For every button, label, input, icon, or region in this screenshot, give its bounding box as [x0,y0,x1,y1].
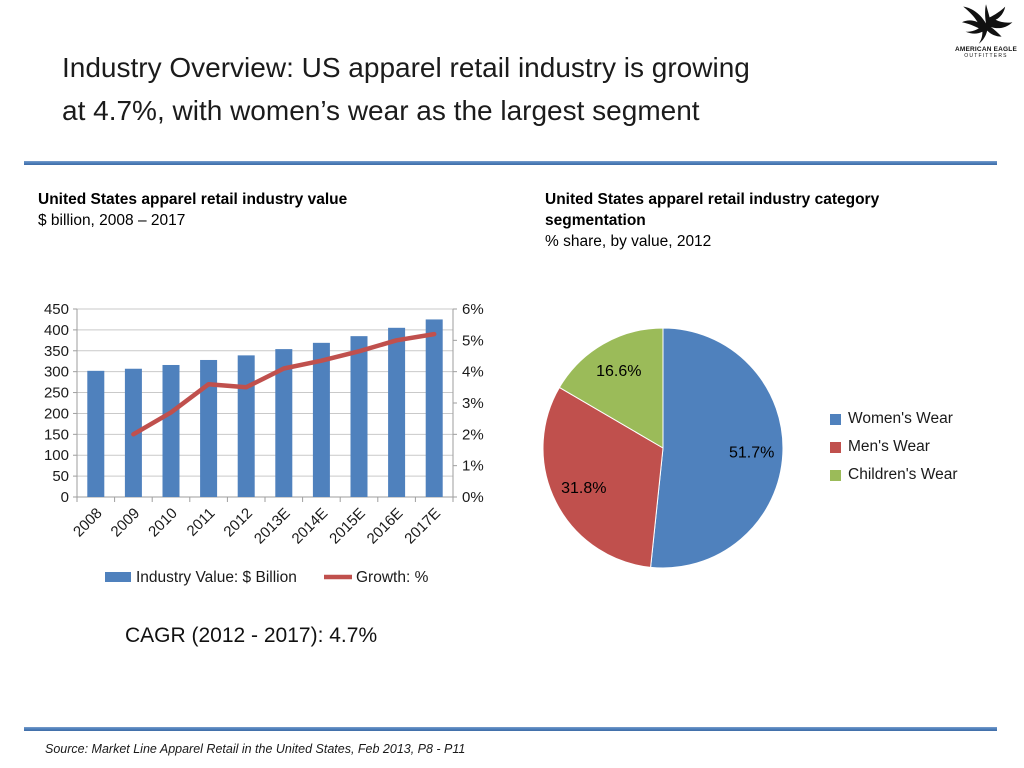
bar-2016e [388,327,406,497]
cagr-note: CAGR (2012 - 2017): 4.7% [125,624,378,647]
legend-label-men-s-wear: Men's Wear [848,438,930,455]
page-title-line-1: Industry Overview: US apparel retail ind… [62,52,750,83]
category-segmentation-pie-chart: 51.7% 31.8% 16.6% [542,327,784,569]
left-axis-label: 400 [44,322,69,339]
legend-bar-swatch [105,572,131,582]
segmentation-chart-title: United States apparel retail industry ca… [545,191,880,229]
legend-item-children-s-wear: Children's Wear [830,466,958,484]
right-axis-label: 3% [462,395,484,412]
source-note: Source: Market Line Apparel Retail in th… [45,742,466,756]
segmentation-chart-header: United States apparel retail industry ca… [545,189,945,252]
title-divider [24,161,997,165]
pie-slice-men-s-wear [542,386,664,568]
legend-swatch-men-s-wear [830,441,841,453]
left-axis-label: 300 [44,364,69,381]
legend-bar-label: Industry Value: $ Billion [136,569,297,586]
value-chart-header: United States apparel retail industry va… [38,189,508,231]
right-axis-label: 0% [462,489,484,506]
x-axis-category-label: 2014E [289,505,332,548]
legend-line-label: Growth: % [356,569,429,586]
bar-2013e [275,349,293,497]
pie-slice-women-s-wear [650,327,784,569]
bar-2017e [425,319,443,497]
legend-label-women-s-wear: Women's Wear [848,410,953,427]
bar-2012 [237,355,255,497]
x-axis-category-label: 2008 [70,505,106,541]
pie-data-label-men-s-wear: 31.8% [561,480,606,497]
bar-2015e [350,336,368,497]
pie-legend: Women's Wear Men's Wear Children's Wear [830,410,958,494]
x-axis-category-label: 2015E [326,505,369,548]
bar-2011 [200,359,218,497]
x-axis-category-label: 2013E [251,505,294,548]
left-axis-label: 450 [44,301,69,318]
left-axis-label: 200 [44,405,69,422]
left-axis-label: 50 [52,468,69,485]
eagle-icon [962,4,1013,44]
pie-data-label-children-s-wear: 16.6% [596,363,641,380]
pie-data-label-women-s-wear: 51.7% [729,445,774,462]
bar-2014e [312,342,330,497]
page-title-line-2: at 4.7%, with women’s wear as the larges… [62,95,700,126]
x-axis-category-label: 2011 [184,505,219,540]
legend-swatch-women-s-wear [830,413,841,425]
growth-line [131,331,437,437]
right-axis-label: 6% [462,301,484,318]
x-axis-category-label: 2016E [364,505,407,548]
footer-divider [24,727,997,731]
legend-label-children-s-wear: Children's Wear [848,466,958,483]
bar-2008 [87,370,105,497]
left-axis-label: 100 [44,447,69,464]
legend-item-women-s-wear: Women's Wear [830,410,958,428]
left-axis-label: 150 [44,426,69,443]
value-chart-subtitle: $ billion, 2008 – 2017 [38,212,186,229]
left-axis-label: 250 [44,385,69,402]
pie-slice-children-s-wear [558,327,664,449]
value-chart-title: United States apparel retail industry va… [38,191,348,208]
left-axis-label: 0 [61,489,69,506]
x-axis-category-label: 2010 [145,505,181,541]
legend-item-men-s-wear: Men's Wear [830,438,958,456]
american-eagle-logo: AMERICAN EAGLE OUTFITTERS [950,3,1022,59]
segmentation-chart-subtitle: % share, by value, 2012 [545,233,712,250]
right-axis-label: 5% [462,332,484,349]
left-axis-label: 350 [44,343,69,360]
page-title: Industry Overview: US apparel retail ind… [62,46,997,132]
logo-text-line-2: OUTFITTERS [964,53,1008,59]
right-axis-label: 1% [462,458,484,475]
right-axis-label: 4% [462,364,484,381]
right-axis-label: 2% [462,426,484,443]
bar-2010 [162,364,180,497]
legend-swatch-children-s-wear [830,469,841,481]
logo-text-line-1: AMERICAN EAGLE [954,46,1018,53]
x-axis-category-label: 2009 [108,505,144,541]
industry-value-bar-line-chart: 0 50 100 150 200 250 300 350 400 450 0% 1% 2% 3% 4% 5% 6… [44,301,484,586]
x-axis-category-label: 2017E [401,505,444,548]
